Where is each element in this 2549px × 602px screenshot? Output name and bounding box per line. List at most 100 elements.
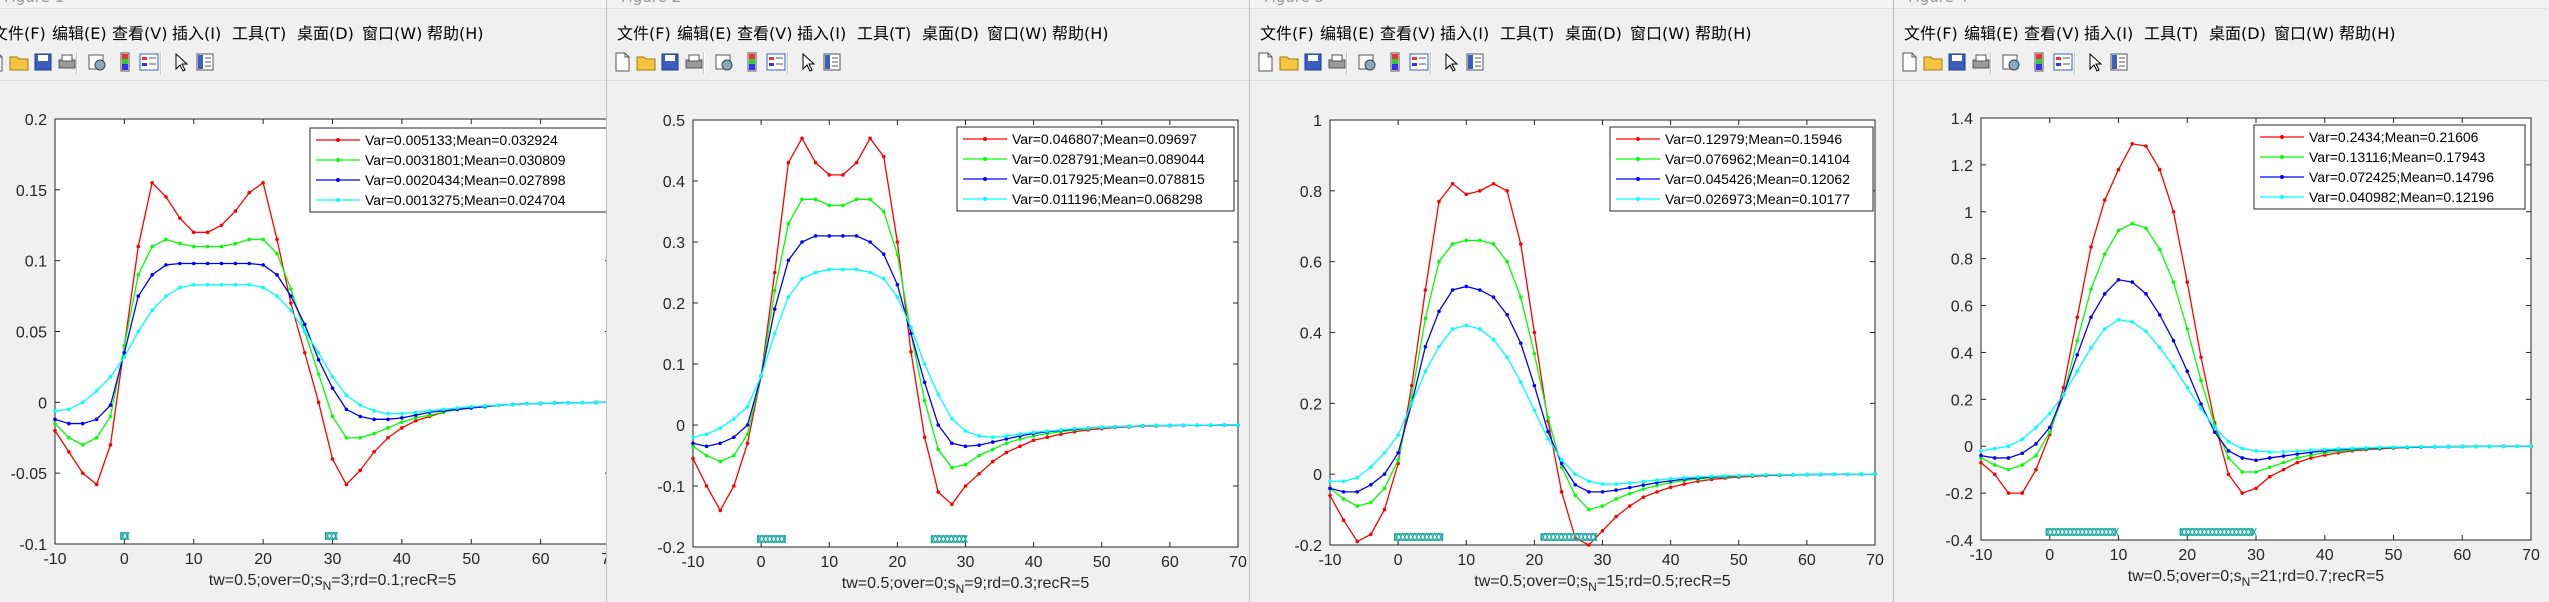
data-point: [2391, 445, 2396, 449]
range-marker-hatch: [757, 534, 763, 544]
data-point: [1505, 259, 1509, 264]
menu-item[interactable]: 帮助(H): [2339, 24, 2396, 43]
window-title-bar[interactable]: Figure 1 ─ □: [0, 0, 607, 9]
menu-item[interactable]: 工具(T): [2144, 24, 2199, 43]
menu-item[interactable]: 窗口(W): [987, 24, 1048, 43]
window-controls[interactable]: ─ □: [1856, 0, 1880, 1]
print-preview-icon[interactable]: [86, 51, 108, 73]
menu-item[interactable]: 查看(V): [2024, 24, 2080, 43]
data-point: [67, 450, 71, 454]
menu-item[interactable]: 工具(T): [857, 24, 912, 43]
toolbar-separator: [76, 52, 78, 74]
colorbar-icon[interactable]: [2028, 51, 2050, 73]
data-point: [302, 329, 307, 334]
new-file-icon[interactable]: [611, 51, 633, 73]
legend-icon[interactable]: [138, 51, 160, 73]
open-folder-icon[interactable]: [1278, 51, 1300, 73]
legend-icon[interactable]: [1408, 51, 1430, 73]
menu-item[interactable]: 文件(F): [617, 24, 671, 43]
pointer-icon[interactable]: [1440, 51, 1462, 73]
data-point: [316, 400, 321, 405]
legend-entry: Var=0.046807;Mean=0.09697: [1012, 131, 1197, 147]
print-preview-icon[interactable]: [713, 51, 735, 73]
menu-item[interactable]: 插入(I): [172, 24, 222, 43]
window-title-bar[interactable]: Figure 3 ─ □: [1250, 0, 1894, 9]
save-icon[interactable]: [1302, 51, 1324, 73]
legend-entry: Var=0.2434;Mean=0.21606: [2309, 129, 2479, 145]
open-folder-icon[interactable]: [635, 51, 657, 73]
menu-item[interactable]: 桌面(D): [297, 24, 354, 43]
menu-item[interactable]: 编辑(E): [52, 24, 107, 43]
menu-item[interactable]: 插入(I): [797, 24, 847, 43]
window-title-bar[interactable]: Figure 2 ─ □: [607, 0, 1250, 9]
menu-item[interactable]: 工具(T): [1500, 24, 1555, 43]
property-editor-icon[interactable]: [194, 51, 216, 73]
menu-item[interactable]: 帮助(H): [1052, 24, 1109, 43]
data-point: [1341, 490, 1346, 494]
legend-box[interactable]: [1609, 126, 1874, 212]
print-icon[interactable]: [683, 51, 705, 73]
menu-item[interactable]: 桌面(D): [922, 24, 979, 43]
legend-entry: Var=0.045426;Mean=0.12062: [1665, 171, 1850, 187]
colorbar-icon[interactable]: [741, 51, 763, 73]
open-folder-icon[interactable]: [8, 51, 30, 73]
menu-item[interactable]: 插入(I): [2084, 24, 2134, 43]
legend-box[interactable]: [309, 127, 607, 213]
new-file-icon[interactable]: [1898, 51, 1920, 73]
menu-item[interactable]: 查看(V): [112, 24, 168, 43]
menu-item[interactable]: 编辑(E): [1964, 24, 2019, 43]
save-icon[interactable]: [1946, 51, 1968, 73]
colorbar-icon[interactable]: [114, 51, 136, 73]
new-file-icon[interactable]: [1254, 51, 1276, 73]
menu-item[interactable]: 文件(F): [1260, 24, 1314, 43]
colorbar-icon[interactable]: [1384, 51, 1406, 73]
menu-item[interactable]: 窗口(W): [1630, 24, 1691, 43]
menu-item[interactable]: 桌面(D): [1565, 24, 1622, 43]
pointer-icon[interactable]: [2084, 51, 2106, 73]
menu-item[interactable]: 帮助(H): [427, 24, 484, 43]
data-point: [1641, 483, 1646, 487]
save-icon[interactable]: [659, 51, 681, 73]
data-point: [511, 402, 515, 407]
data-point: [455, 406, 460, 410]
legend-icon[interactable]: [2052, 51, 2074, 73]
print-icon[interactable]: [1970, 51, 1992, 73]
menu-item[interactable]: 桌面(D): [2209, 24, 2266, 43]
menu-item[interactable]: 文件(F): [0, 24, 46, 43]
menu-item[interactable]: 查看(V): [1380, 24, 1436, 43]
legend-icon[interactable]: [765, 51, 787, 73]
legend-box[interactable]: [956, 126, 1235, 212]
property-editor-icon[interactable]: [821, 51, 843, 73]
window-controls[interactable]: ─ □: [1212, 0, 1236, 1]
window-controls[interactable]: ─ □: [569, 0, 593, 1]
menu-item[interactable]: 插入(I): [1440, 24, 1490, 43]
menu-item[interactable]: 工具(T): [232, 24, 287, 43]
new-file-icon[interactable]: [0, 51, 6, 73]
save-icon[interactable]: [32, 51, 54, 73]
data-point: [745, 423, 750, 427]
window-controls[interactable]: ─ □: [2511, 0, 2535, 1]
menu-item[interactable]: 查看(V): [737, 24, 793, 43]
menu-item[interactable]: 帮助(H): [1695, 24, 1752, 43]
pointer-icon[interactable]: [170, 51, 192, 73]
print-preview-icon[interactable]: [1356, 51, 1378, 73]
open-folder-icon[interactable]: [1922, 51, 1944, 73]
print-preview-icon[interactable]: [2000, 51, 2022, 73]
print-icon[interactable]: [1326, 51, 1348, 73]
menu-item[interactable]: 文件(F): [1904, 24, 1958, 43]
legend-box[interactable]: [2253, 124, 2526, 210]
data-point: [1437, 309, 1441, 314]
data-point: [854, 197, 859, 202]
property-editor-icon[interactable]: [2108, 51, 2130, 73]
pointer-icon[interactable]: [797, 51, 819, 73]
property-editor-icon[interactable]: [1464, 51, 1486, 73]
data-point: [1031, 430, 1036, 435]
data-point: [1450, 288, 1455, 292]
menu-item[interactable]: 编辑(E): [677, 24, 732, 43]
menu-item[interactable]: 窗口(W): [362, 24, 423, 43]
menu-item[interactable]: 窗口(W): [2274, 24, 2335, 43]
print-icon[interactable]: [56, 51, 78, 73]
menu-item[interactable]: 编辑(E): [1320, 24, 1375, 43]
window-title-bar[interactable]: Figure 4 ─ □: [1894, 0, 2549, 9]
x-tick-label: 0: [120, 551, 129, 568]
